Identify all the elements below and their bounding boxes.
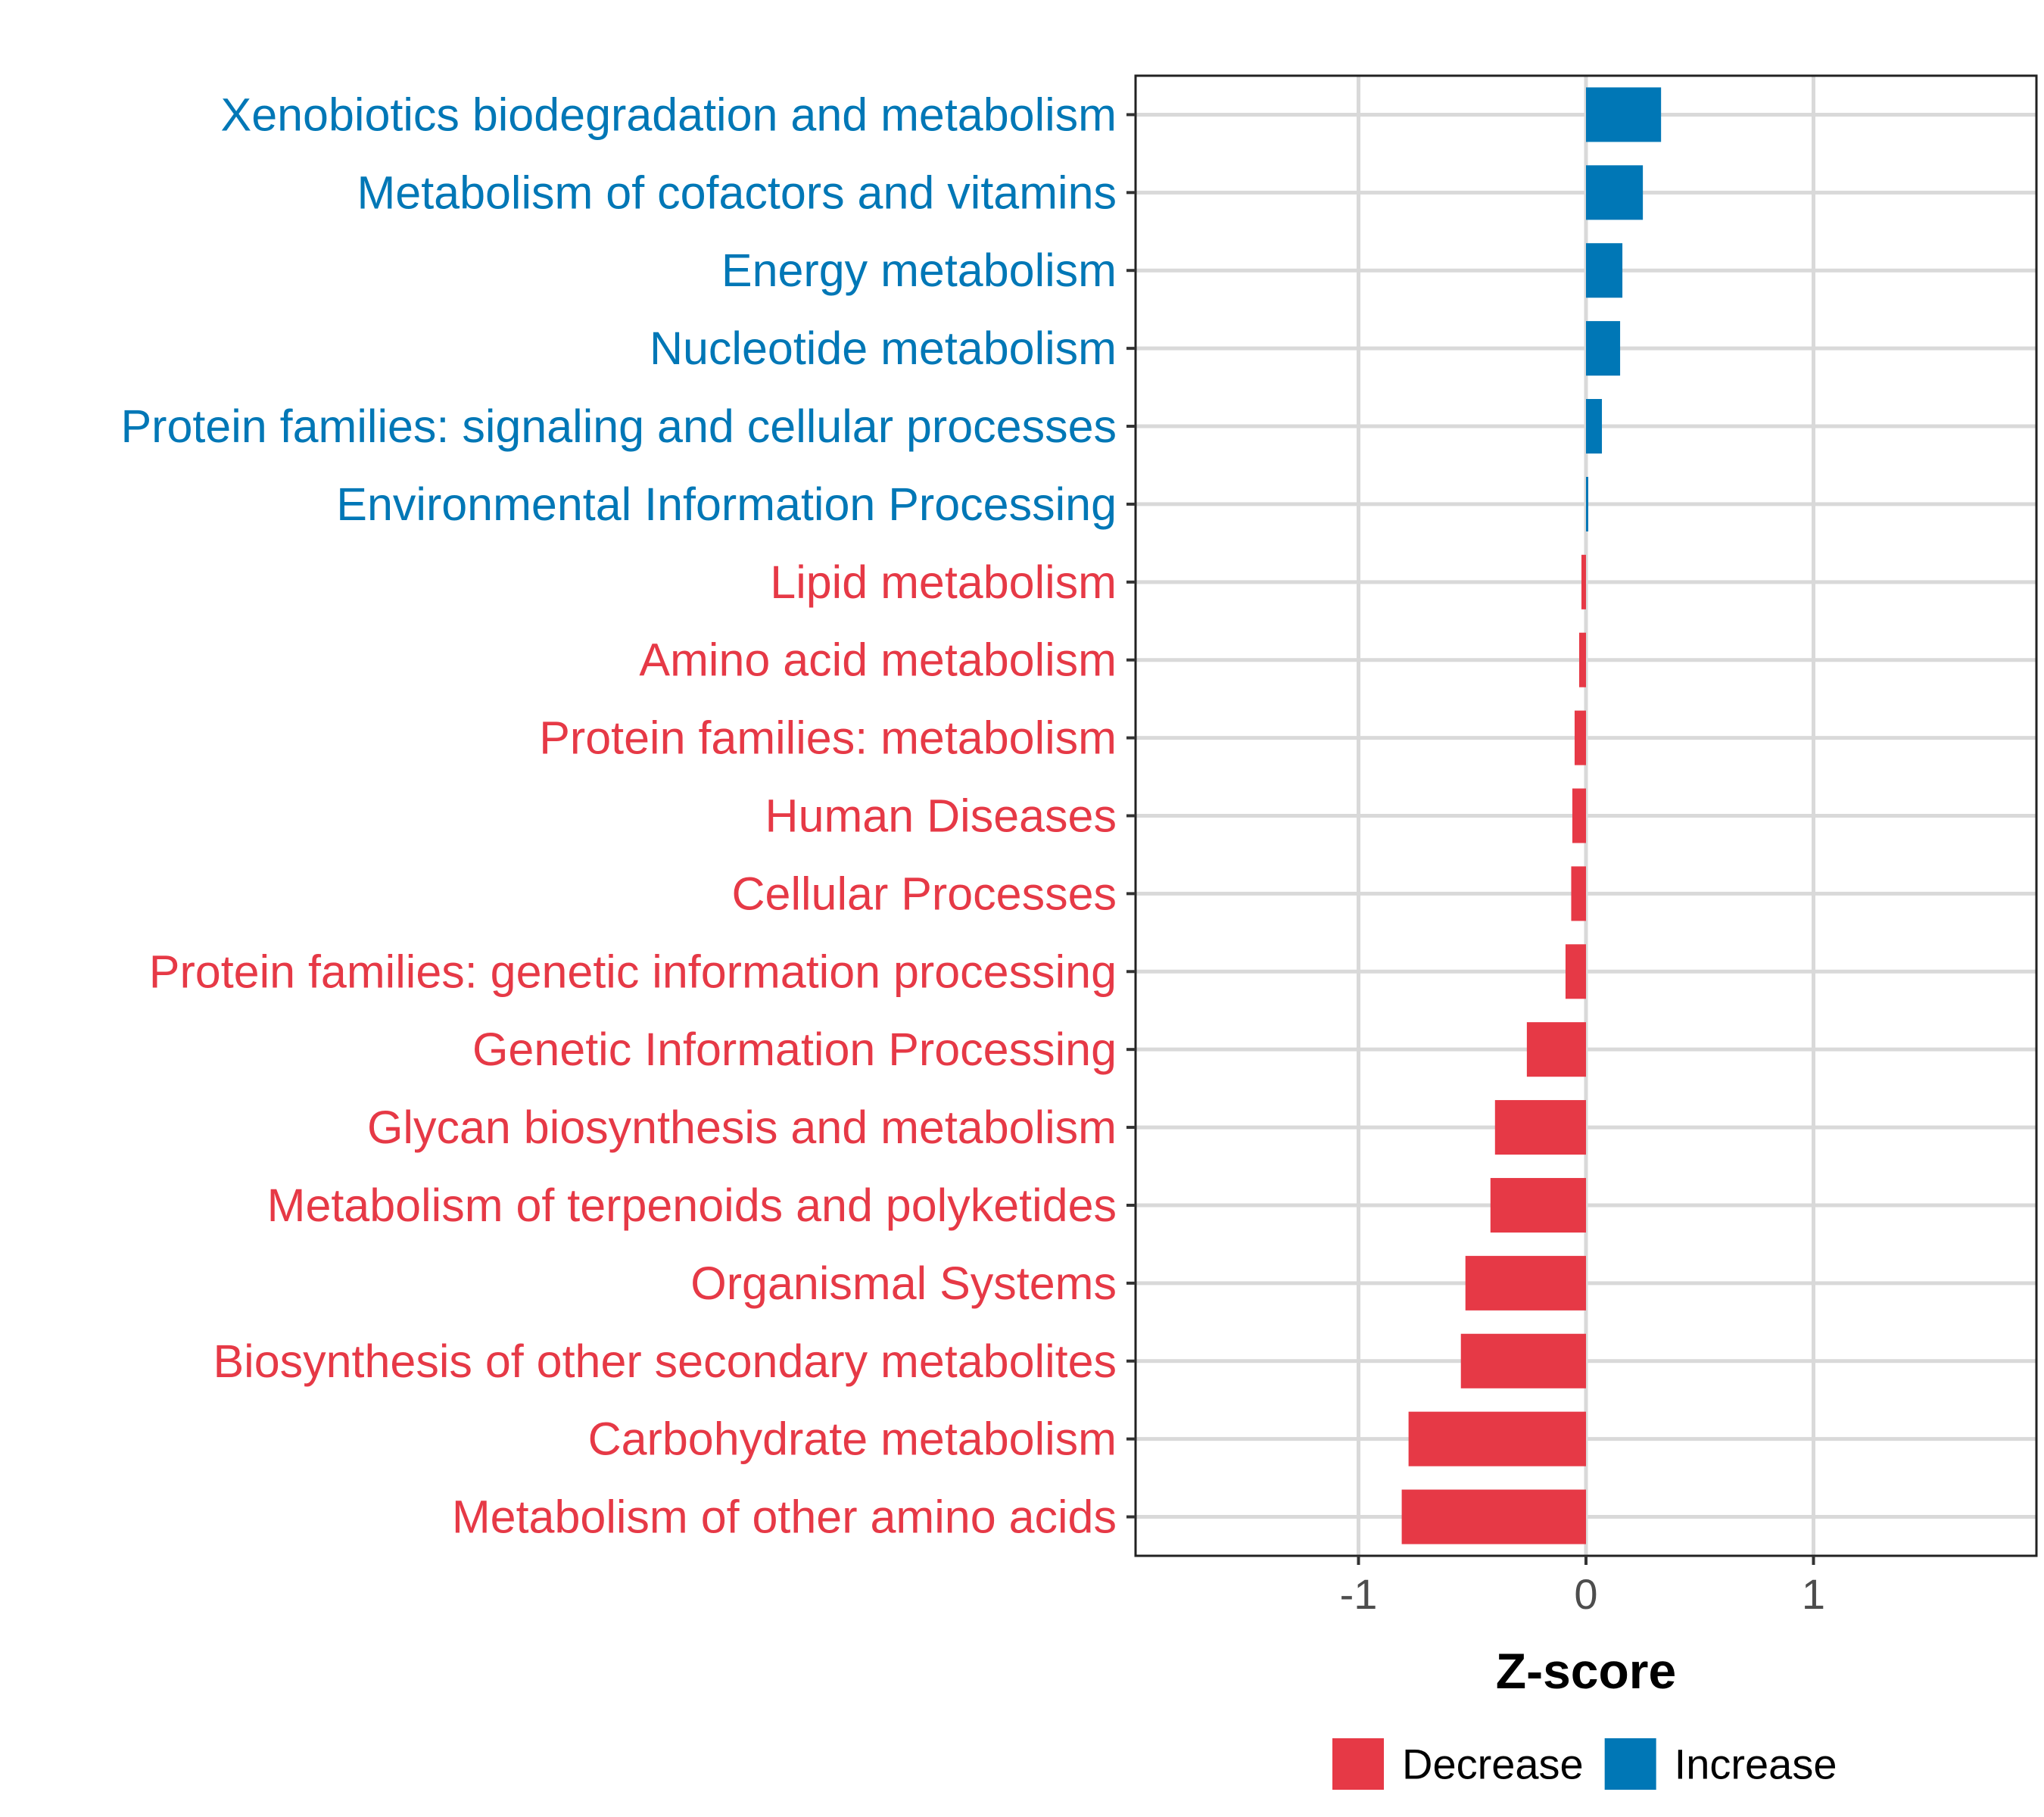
category-label: Environmental Information Processing: [336, 478, 1117, 530]
x-axis-labels: -1 0 1: [1340, 1570, 1825, 1618]
bar-5: [1586, 399, 1603, 454]
bar-9: [1574, 710, 1586, 765]
category-label: Glycan biosynthesis and metabolism: [367, 1102, 1117, 1153]
x-tick-label: 0: [1574, 1570, 1597, 1618]
x-tick-label: -1: [1340, 1570, 1378, 1618]
legend: Decrease Increase: [1332, 1738, 1837, 1790]
legend-swatch-decrease: [1332, 1738, 1384, 1790]
category-label: Lipid metabolism: [770, 556, 1117, 608]
category-label: Energy metabolism: [721, 245, 1117, 296]
legend-label-decrease: Decrease: [1402, 1741, 1584, 1788]
category-label: Xenobiotics biodegradation and metabolis…: [221, 89, 1117, 140]
bar-18: [1408, 1411, 1586, 1466]
category-label: Amino acid metabolism: [639, 634, 1117, 686]
category-label: Genetic Information Processing: [472, 1024, 1117, 1075]
category-label: Human Diseases: [765, 790, 1117, 842]
bar-14: [1494, 1100, 1586, 1155]
bar-13: [1526, 1022, 1586, 1077]
category-label: Carbohydrate metabolism: [588, 1413, 1117, 1465]
bar-6: [1586, 476, 1589, 531]
legend-label-increase: Increase: [1675, 1741, 1837, 1788]
bar-15: [1490, 1177, 1586, 1233]
y-axis-ticks: [1126, 113, 1136, 1519]
x-axis-ticks: [1357, 1556, 1815, 1565]
category-label: Metabolism of cofactors and vitamins: [357, 167, 1117, 218]
category-label: Metabolism of terpenoids and polyketides: [267, 1180, 1117, 1231]
bar-12: [1565, 944, 1586, 999]
bar-7: [1581, 554, 1586, 609]
category-label: Protein families: genetic information pr…: [149, 946, 1117, 997]
category-label: Cellular Processes: [731, 868, 1117, 919]
category-label: Biosynthesis of other secondary metaboli…: [213, 1335, 1117, 1387]
category-label: Nucleotide metabolism: [650, 323, 1117, 374]
category-label: Organismal Systems: [690, 1258, 1117, 1309]
bars: [1401, 87, 1662, 1544]
bar-8: [1578, 632, 1586, 687]
bar-2: [1586, 165, 1644, 220]
bar-3: [1586, 243, 1623, 298]
bar-10: [1572, 788, 1586, 843]
bar-1: [1586, 87, 1662, 142]
bar-17: [1460, 1333, 1586, 1388]
bar-4: [1586, 321, 1621, 376]
category-label: Protein families: signaling and cellular…: [120, 400, 1117, 452]
category-label: Metabolism of other amino acids: [452, 1491, 1117, 1543]
bar-19: [1401, 1489, 1586, 1544]
y-axis-labels: Xenobiotics biodegradation and metabolis…: [120, 89, 1117, 1542]
bar-16: [1465, 1255, 1586, 1311]
bar-11: [1571, 866, 1586, 921]
x-axis-title: Z-score: [1496, 1643, 1676, 1699]
category-label: Protein families: metabolism: [539, 712, 1117, 764]
x-tick-label: 1: [1802, 1570, 1825, 1618]
legend-swatch-increase: [1604, 1738, 1656, 1790]
